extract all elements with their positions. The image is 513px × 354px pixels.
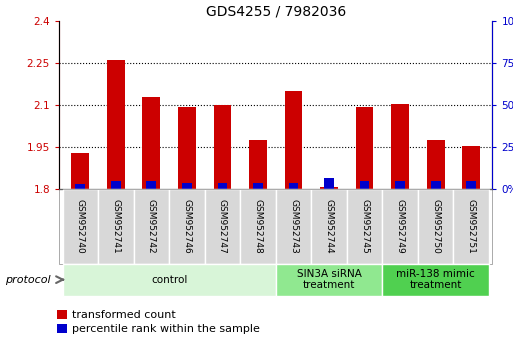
Text: GSM952745: GSM952745 — [360, 199, 369, 254]
Bar — [431, 181, 441, 189]
Text: GSM952742: GSM952742 — [147, 199, 156, 254]
Bar — [276, 189, 311, 264]
Text: GSM952743: GSM952743 — [289, 199, 298, 254]
Bar — [63, 264, 276, 296]
Text: GSM952741: GSM952741 — [111, 199, 121, 254]
Text: protocol: protocol — [5, 275, 51, 285]
Bar — [169, 189, 205, 264]
Text: SIN3A siRNA
treatment: SIN3A siRNA treatment — [297, 269, 362, 291]
Text: GSM952748: GSM952748 — [253, 199, 263, 254]
Bar — [395, 181, 405, 189]
Bar — [382, 189, 418, 264]
Bar — [240, 189, 276, 264]
Bar — [249, 140, 267, 189]
Bar — [213, 105, 231, 189]
Bar — [98, 189, 133, 264]
Text: control: control — [151, 275, 187, 285]
Text: GSM952749: GSM952749 — [396, 199, 405, 254]
Bar — [347, 189, 382, 264]
Bar — [111, 181, 121, 189]
Text: GSM952750: GSM952750 — [431, 199, 440, 254]
Bar — [205, 189, 240, 264]
Bar — [276, 264, 382, 296]
Bar — [71, 153, 89, 189]
Bar — [311, 189, 347, 264]
Bar — [75, 184, 85, 189]
Bar — [218, 183, 227, 189]
Bar — [391, 104, 409, 189]
Text: miR-138 mimic
treatment: miR-138 mimic treatment — [396, 269, 475, 291]
Text: GSM952747: GSM952747 — [218, 199, 227, 254]
Bar — [143, 97, 160, 189]
Bar — [320, 187, 338, 189]
Bar — [285, 91, 302, 189]
Text: GSM952744: GSM952744 — [325, 199, 333, 254]
Bar — [324, 178, 334, 189]
Bar — [182, 183, 192, 189]
Bar — [147, 181, 156, 189]
Text: GSM952746: GSM952746 — [183, 199, 191, 254]
Bar — [382, 264, 489, 296]
Text: GSM952751: GSM952751 — [467, 199, 476, 254]
Bar — [453, 189, 489, 264]
Text: GSM952740: GSM952740 — [76, 199, 85, 254]
Bar — [418, 189, 453, 264]
Bar — [356, 107, 373, 189]
Bar — [63, 189, 98, 264]
Bar — [253, 183, 263, 189]
Bar — [107, 61, 125, 189]
Bar — [360, 181, 369, 189]
Legend: transformed count, percentile rank within the sample: transformed count, percentile rank withi… — [57, 310, 260, 334]
Bar — [178, 107, 196, 189]
Bar — [427, 140, 444, 189]
Bar — [466, 181, 476, 189]
Bar — [462, 146, 480, 189]
Bar — [289, 183, 299, 189]
Bar — [133, 189, 169, 264]
Title: GDS4255 / 7982036: GDS4255 / 7982036 — [206, 5, 346, 19]
